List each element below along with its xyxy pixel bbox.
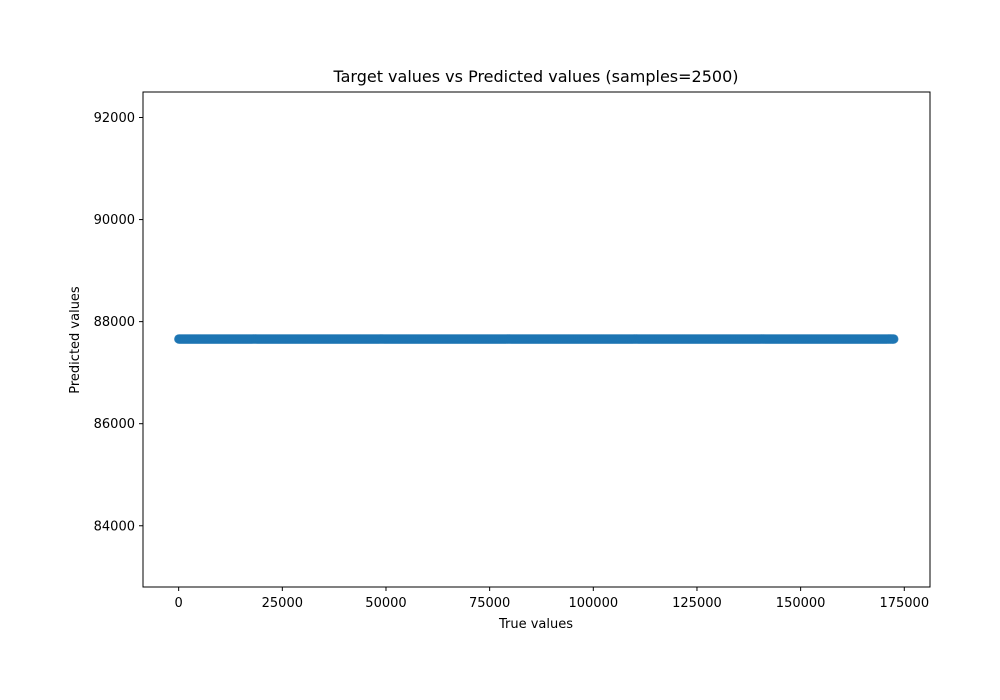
y-tick-label: 90000 xyxy=(94,213,135,228)
chart-title: Target values vs Predicted values (sampl… xyxy=(332,67,738,86)
x-tick-label: 125000 xyxy=(672,596,722,611)
x-tick-label: 175000 xyxy=(879,596,929,611)
points-layer xyxy=(174,334,899,344)
x-tick-label: 100000 xyxy=(568,596,618,611)
x-ticks-layer: 0 25000 50000 75000 100000 125000 150000 175000 xyxy=(175,587,929,611)
y-axis-label: Predicted values xyxy=(68,286,83,394)
x-tick-label: 75000 xyxy=(469,596,510,611)
x-tick-label: 0 xyxy=(175,596,183,611)
plot-frame xyxy=(142,91,931,588)
y-tick-label: 88000 xyxy=(94,315,135,330)
y-ticks-layer: 84000 86000 88000 90000 92000 xyxy=(94,111,143,534)
y-tick-label: 84000 xyxy=(94,519,135,534)
x-tick-label: 50000 xyxy=(365,596,406,611)
x-tick-label: 25000 xyxy=(262,596,303,611)
y-tick-label: 92000 xyxy=(94,111,135,126)
y-tick-label: 86000 xyxy=(94,417,135,432)
scatter-point xyxy=(889,334,899,344)
x-tick-label: 150000 xyxy=(776,596,826,611)
x-axis-label: True values xyxy=(498,617,573,632)
